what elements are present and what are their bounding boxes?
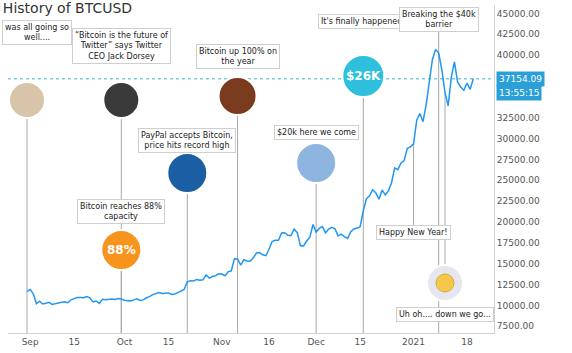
svg-text:17500.00: 17500.00 — [497, 238, 540, 248]
svg-text:7500.00: 7500.00 — [497, 321, 534, 331]
svg-text:13:55:15: 13:55:15 — [499, 88, 539, 98]
svg-text:15: 15 — [68, 337, 79, 347]
svg-text:was all going sowell....: was all going sowell.... — [5, 23, 69, 42]
svg-text:12500.00: 12500.00 — [497, 280, 540, 290]
svg-text:Dec: Dec — [307, 337, 324, 347]
svg-text:15: 15 — [163, 337, 174, 347]
svg-text:PayPal accepts Bitcoin,price h: PayPal accepts Bitcoin,price hits record… — [141, 131, 233, 150]
svg-text:Oct: Oct — [117, 337, 133, 347]
svg-text:37154.09: 37154.09 — [499, 74, 542, 84]
svg-text:Sep: Sep — [22, 337, 39, 347]
svg-text:27500.00: 27500.00 — [497, 155, 540, 165]
svg-text:$26K: $26K — [346, 69, 381, 83]
svg-text:“Bitcoin is the future ofTwitt: “Bitcoin is the future ofTwitter” says T… — [75, 31, 168, 61]
svg-text:18: 18 — [461, 337, 473, 347]
svg-text:40000.00: 40000.00 — [497, 50, 540, 60]
svg-text:88%: 88% — [107, 243, 136, 257]
svg-text:Breaking the $40kbarrier: Breaking the $40kbarrier — [402, 10, 476, 29]
svg-text:$20k here we come: $20k here we come — [277, 128, 356, 137]
svg-text:2021: 2021 — [402, 337, 425, 347]
svg-text:Bitcoin reaches 88%capacity: Bitcoin reaches 88%capacity — [80, 202, 162, 221]
svg-text:10000.00: 10000.00 — [497, 301, 540, 311]
svg-text:45000.00: 45000.00 — [497, 9, 540, 19]
svg-text:22500.00: 22500.00 — [497, 196, 540, 206]
svg-text:30000.00: 30000.00 — [497, 134, 540, 144]
svg-text:15: 15 — [354, 337, 365, 347]
svg-text:It's finally happened!: It's finally happened! — [321, 17, 405, 26]
svg-text:16: 16 — [263, 337, 275, 347]
svg-text:25000.00: 25000.00 — [497, 175, 540, 185]
svg-text:Uh oh.... down we go...: Uh oh.... down we go... — [399, 310, 491, 319]
svg-text:History of BTCUSD: History of BTCUSD — [3, 0, 132, 16]
svg-text:42500.00: 42500.00 — [497, 29, 540, 39]
svg-text:Happy New Year!: Happy New Year! — [379, 228, 448, 237]
svg-text:32500.00: 32500.00 — [497, 113, 540, 123]
svg-text:Nov: Nov — [213, 337, 231, 347]
svg-text:20000.00: 20000.00 — [497, 217, 540, 227]
svg-text:15000.00: 15000.00 — [497, 259, 540, 269]
svg-text:Bitcoin up 100% onthe year: Bitcoin up 100% onthe year — [199, 47, 277, 66]
